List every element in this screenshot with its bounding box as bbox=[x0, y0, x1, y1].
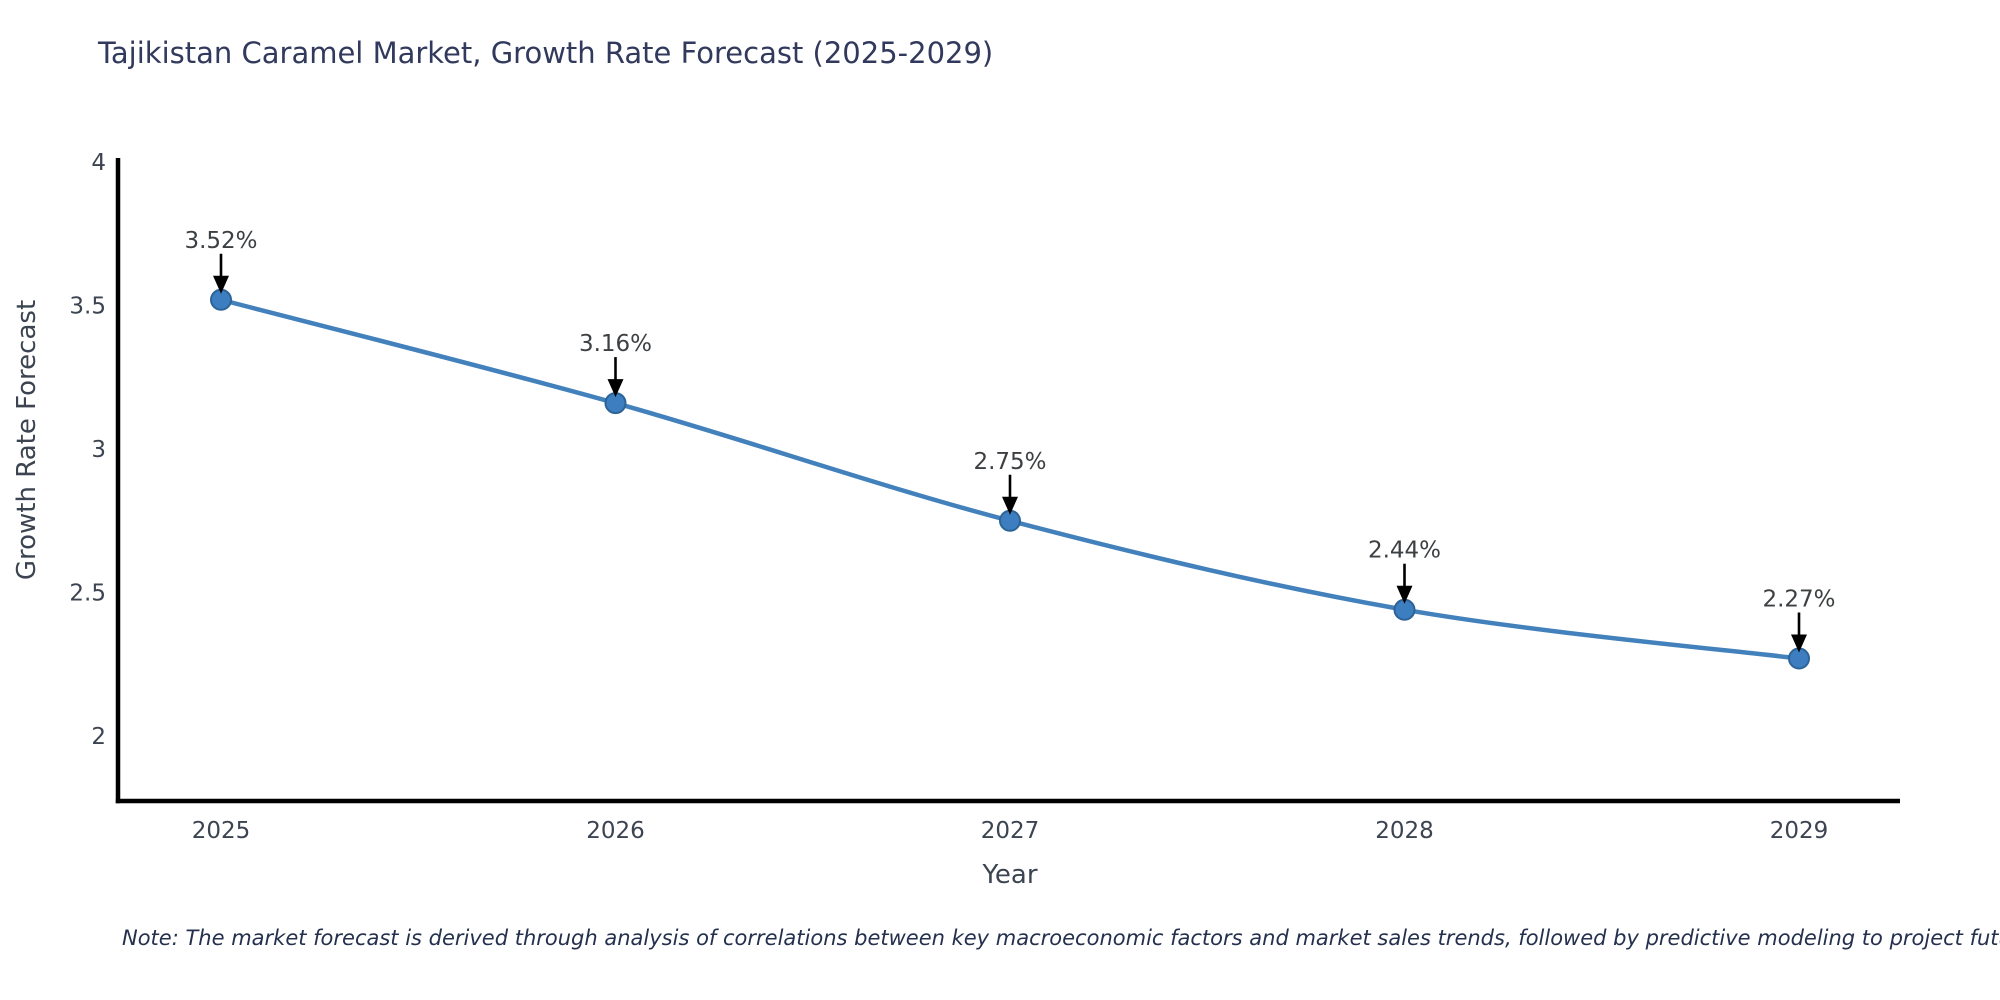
x-tick-label: 2027 bbox=[981, 818, 1040, 844]
x-tick-label: 2025 bbox=[192, 818, 251, 844]
annotation-arrow-head bbox=[1396, 585, 1413, 604]
annotation-arrow-head bbox=[213, 275, 229, 294]
x-tick-label: 2028 bbox=[1375, 818, 1434, 844]
annotation-arrow-head bbox=[1002, 496, 1018, 515]
y-tick-label: 2 bbox=[91, 724, 106, 750]
x-axis-label: Year bbox=[982, 860, 1038, 890]
annotation-label: 3.52% bbox=[184, 228, 257, 254]
annotation-arrow-head bbox=[607, 379, 624, 398]
y-tick-label: 3 bbox=[91, 437, 106, 463]
y-tick-label: 2.5 bbox=[69, 581, 106, 607]
annotation-label: 2.27% bbox=[1762, 587, 1835, 613]
annotation-label: 2.75% bbox=[973, 449, 1046, 475]
annotation-label: 3.16% bbox=[579, 331, 652, 357]
x-tick-label: 2029 bbox=[1770, 818, 1829, 844]
annotation-label: 2.44% bbox=[1368, 538, 1441, 564]
annotation-arrow-head bbox=[1791, 634, 1807, 653]
chart-title: Tajikistan Caramel Market, Growth Rate F… bbox=[98, 36, 994, 70]
footnote: Note: The market forecast is derived thr… bbox=[122, 926, 2000, 950]
y-tick-label: 4 bbox=[91, 150, 106, 176]
x-tick-label: 2026 bbox=[586, 818, 645, 844]
y-tick-label: 3.5 bbox=[69, 294, 106, 320]
